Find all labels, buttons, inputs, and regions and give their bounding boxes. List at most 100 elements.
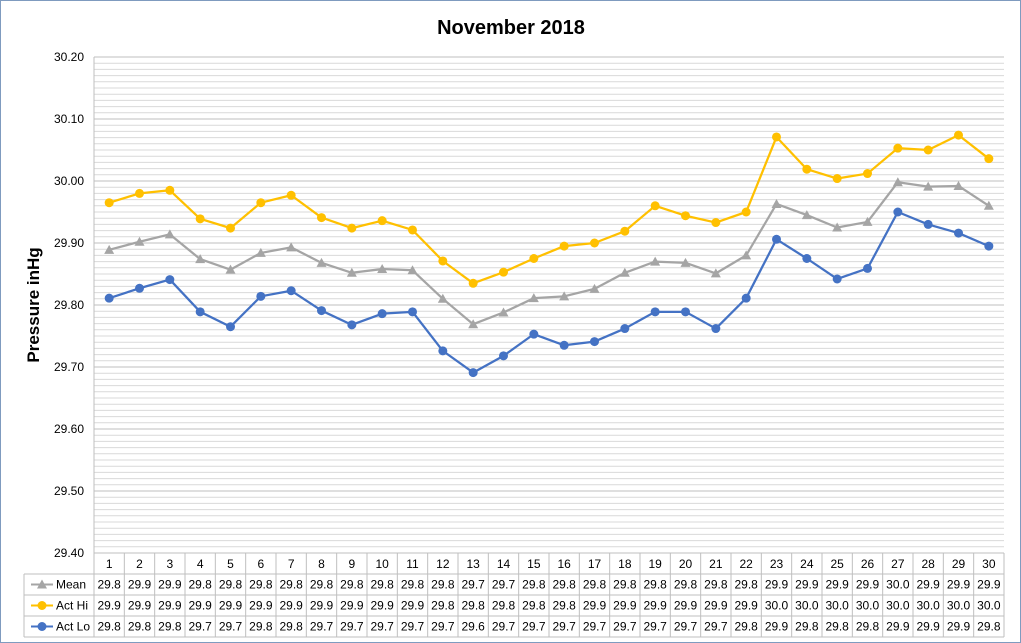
x-tick-label: 18 (618, 557, 632, 571)
point-act-hi (711, 218, 721, 228)
x-tick-label: 4 (197, 557, 204, 571)
point-act-lo (590, 337, 599, 347)
table-cell-act-lo: 29.7 (219, 620, 243, 634)
point-act-hi (863, 169, 872, 179)
point-act-hi (832, 174, 842, 184)
point-mean (862, 216, 873, 226)
table-cell-act-lo: 29.8 (97, 620, 121, 634)
point-act-lo (377, 309, 387, 319)
point-act-lo (468, 368, 478, 378)
table-cell-act-lo: 29.8 (128, 620, 152, 634)
table-cell-mean: 29.8 (704, 578, 728, 592)
point-act-lo (954, 228, 963, 238)
y-tick-label: 30.00 (54, 174, 84, 188)
point-act-lo (650, 307, 660, 317)
point-mean (801, 210, 812, 220)
table-cell-act-hi: 29.8 (492, 599, 516, 613)
point-mean (892, 177, 903, 187)
table-cell-mean: 29.9 (128, 578, 152, 592)
x-tick-label: 23 (770, 557, 784, 571)
point-act-hi (650, 201, 660, 211)
point-act-lo (135, 283, 144, 293)
x-tick-label: 15 (527, 557, 541, 571)
point-act-lo (226, 322, 235, 332)
point-mean (528, 293, 539, 303)
x-tick-label: 16 (557, 557, 571, 571)
x-tick-label: 7 (288, 557, 295, 571)
table-cell-mean: 29.8 (552, 578, 576, 592)
table-cell-act-hi: 30.0 (916, 599, 940, 613)
table-cell-act-hi: 29.9 (249, 599, 273, 613)
table-cell-mean: 29.9 (158, 578, 182, 592)
table-cell-act-hi: 29.9 (704, 599, 728, 613)
x-tick-label: 5 (227, 557, 234, 571)
x-tick-label: 22 (739, 557, 753, 571)
point-mean (195, 254, 206, 264)
point-act-hi (135, 188, 144, 198)
table-cell-act-lo: 29.9 (947, 620, 971, 634)
point-mean (407, 265, 418, 275)
table-cell-mean: 29.8 (643, 578, 667, 592)
x-tick-label: 12 (436, 557, 450, 571)
point-act-lo (104, 293, 114, 303)
table-cell-mean: 29.8 (734, 578, 758, 592)
x-tick-label: 24 (800, 557, 814, 571)
table-cell-mean: 29.8 (97, 578, 121, 592)
table-cell-mean: 29.9 (765, 578, 789, 592)
table-cell-act-lo: 29.7 (643, 620, 667, 634)
table-cell-act-hi: 30.0 (856, 599, 880, 613)
x-tick-label: 21 (709, 557, 723, 571)
point-mean (741, 250, 752, 260)
point-act-lo (681, 307, 690, 317)
chart-title: November 2018 (437, 17, 585, 39)
table-cell-mean: 29.9 (947, 578, 971, 592)
table-cell-act-hi: 29.9 (310, 599, 334, 613)
point-act-lo (347, 320, 357, 330)
x-tick-label: 9 (348, 557, 355, 571)
series-line-act-hi (108, 133, 990, 285)
table-cell-mean: 29.7 (461, 578, 485, 592)
point-mean (346, 267, 357, 277)
data-table: 1 2 3 4 5 6 7 8 9 10 11 12 13 14 15 16 17 18 19 20 21 22 23 24 2… (23, 552, 1005, 638)
table-cell-act-lo: 29.8 (734, 620, 758, 634)
x-tick-label: 6 (257, 557, 264, 571)
point-act-lo (772, 234, 781, 244)
point-act-lo (165, 275, 175, 285)
x-tick-label: 20 (679, 557, 693, 571)
table-cell-mean: 29.9 (795, 578, 819, 592)
point-act-lo (529, 329, 539, 339)
gridlines (93, 56, 1004, 554)
table-cell-mean: 29.8 (431, 578, 455, 592)
x-tick-label: 13 (466, 557, 480, 571)
point-act-hi (256, 198, 266, 208)
point-mean (953, 180, 964, 190)
table-cell-act-lo: 29.7 (401, 620, 425, 634)
point-mean (498, 307, 509, 317)
point-act-hi (468, 278, 478, 288)
table-cell-mean: 29.9 (825, 578, 849, 592)
table-cell-act-lo: 29.8 (825, 620, 849, 634)
table-cell-act-lo: 29.7 (674, 620, 698, 634)
table-cell-act-hi: 30.0 (825, 599, 849, 613)
point-mean (316, 257, 327, 267)
table-cell-mean: 29.9 (856, 578, 880, 592)
point-act-hi (741, 207, 751, 217)
legend-marker-act-hi (37, 601, 47, 610)
x-tick-label: 10 (375, 557, 389, 571)
point-mean (832, 222, 843, 232)
table-cell-mean: 29.8 (674, 578, 698, 592)
point-mean (923, 181, 934, 191)
point-act-hi (559, 241, 569, 251)
point-mean (104, 244, 115, 254)
table-cell-act-hi: 29.9 (158, 599, 182, 613)
point-act-hi (590, 238, 599, 248)
point-act-hi (893, 143, 903, 153)
x-tick-label: 28 (921, 557, 935, 571)
table-cell-mean: 29.8 (370, 578, 394, 592)
point-act-hi (529, 254, 539, 263)
series-line-mean (108, 181, 990, 326)
table-cell-act-hi: 29.9 (674, 599, 698, 613)
table-cell-mean: 29.8 (340, 578, 364, 592)
point-mean (589, 283, 600, 293)
legend-label-mean: Mean (56, 578, 86, 592)
